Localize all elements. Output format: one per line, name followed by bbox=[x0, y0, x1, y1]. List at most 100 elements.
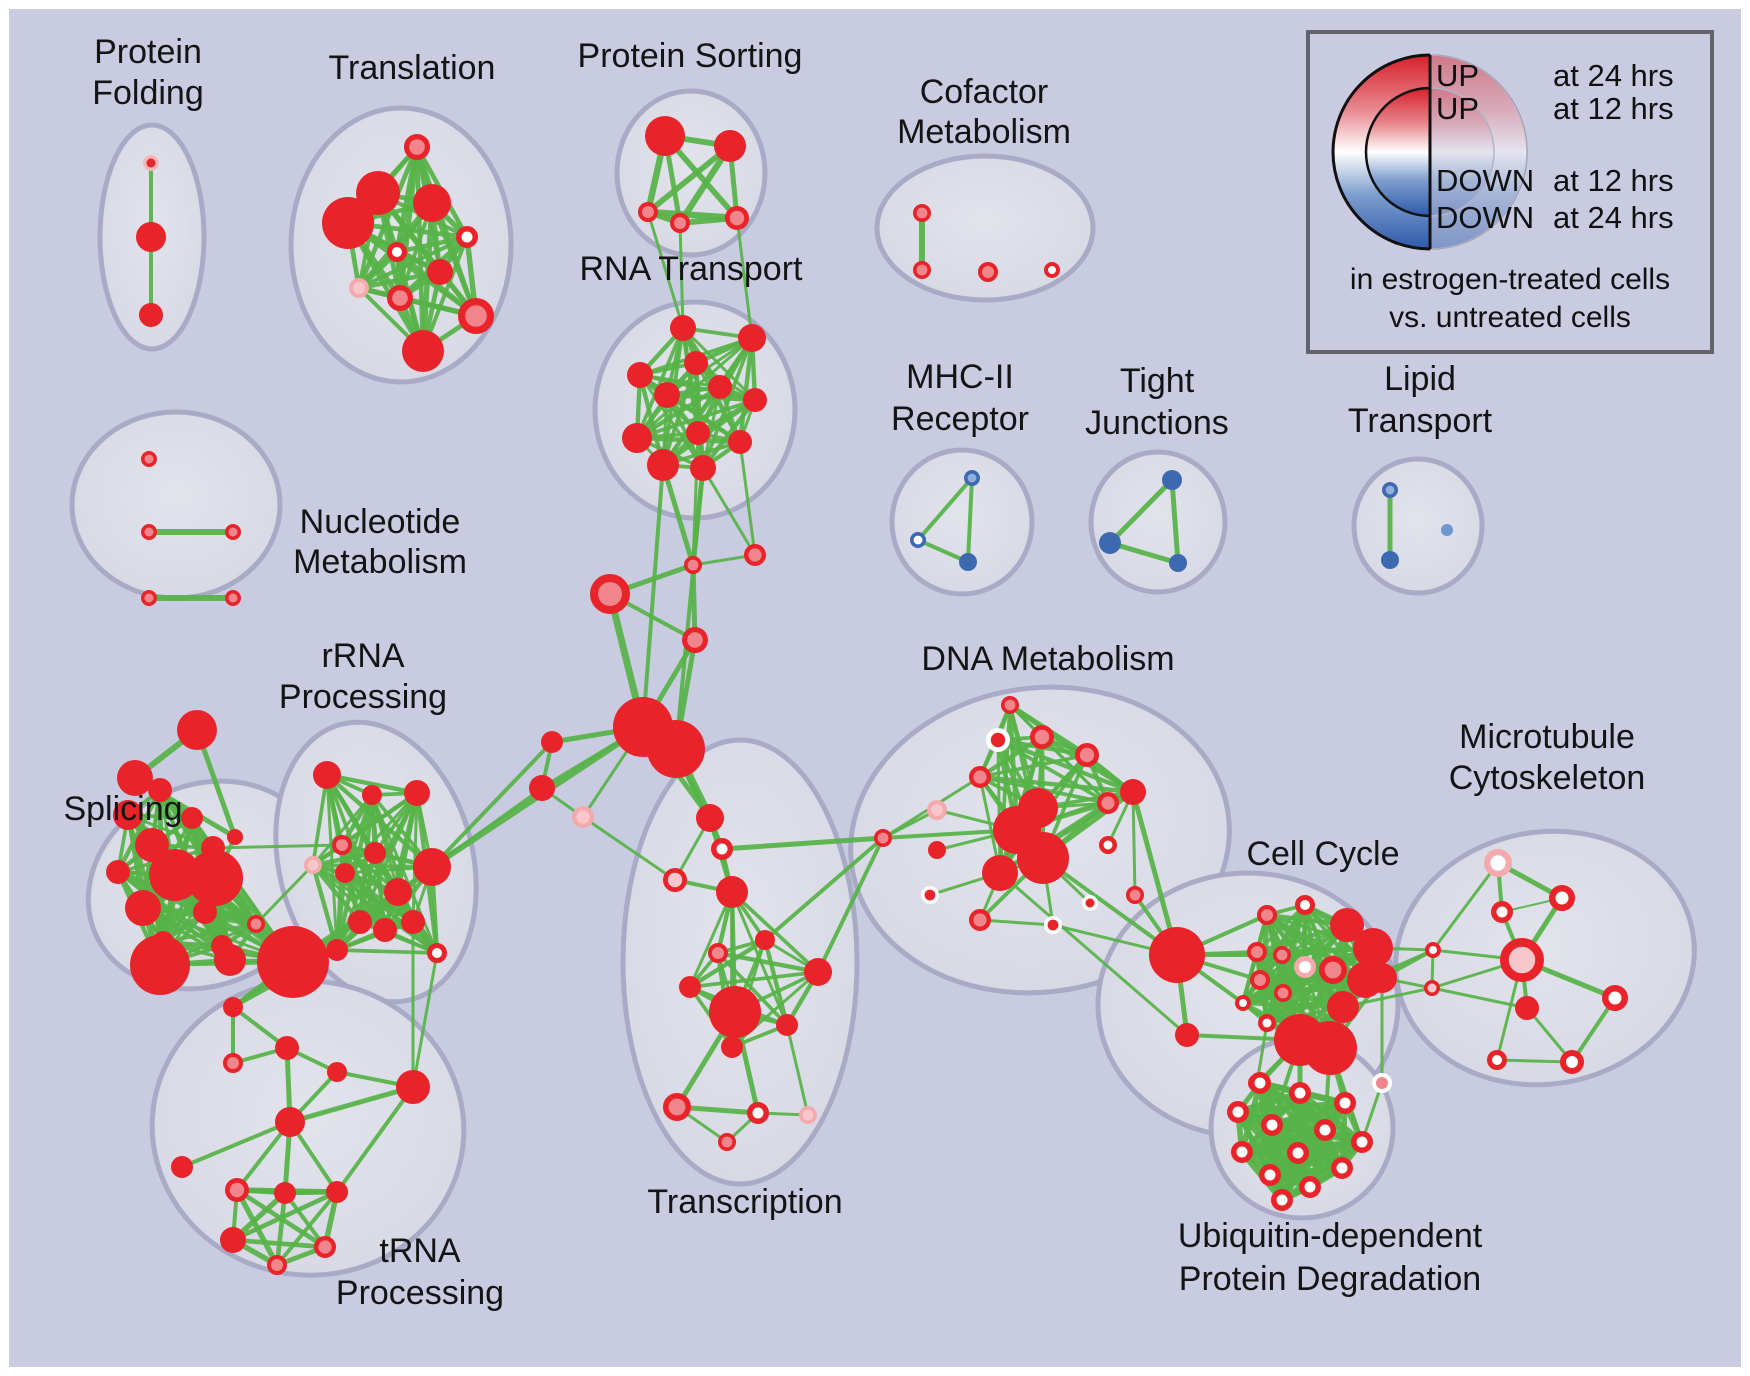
node-ps0 bbox=[645, 116, 685, 156]
node-mt0 bbox=[1484, 849, 1513, 878]
node-mt5 bbox=[1425, 942, 1441, 958]
node-f1 bbox=[683, 555, 702, 574]
node-tx11 bbox=[662, 1093, 691, 1122]
node-dm11 bbox=[920, 885, 939, 904]
node-rt2 bbox=[627, 362, 653, 388]
node-tl7 bbox=[349, 278, 369, 298]
node-ta1 bbox=[117, 760, 153, 796]
node-tx5 bbox=[708, 943, 728, 963]
cluster-label-microtubule-cytoskeleton-line0: Microtubule bbox=[1459, 718, 1635, 756]
node-ub1 bbox=[1289, 1082, 1311, 1104]
cluster-label-tight-junctions-line1: Junctions bbox=[1085, 404, 1229, 442]
node-tl5 bbox=[387, 242, 407, 262]
node-rt7 bbox=[622, 423, 652, 453]
node-tn3 bbox=[327, 1062, 347, 1082]
cluster-label-trna-processing-line0: tRNA bbox=[379, 1232, 461, 1270]
node-mt4 bbox=[1602, 985, 1628, 1011]
node-nm0 bbox=[141, 451, 157, 467]
node-tx8 bbox=[709, 986, 761, 1038]
node-ub0 bbox=[1249, 1072, 1271, 1094]
cluster-label-translation-line0: Translation bbox=[329, 49, 496, 87]
node-mh0 bbox=[963, 469, 980, 486]
legend-inner-arc bbox=[1364, 86, 1431, 218]
cluster-cofactor-metabolism-ellipse bbox=[874, 153, 1096, 303]
node-rr9 bbox=[348, 910, 372, 934]
cluster-label-rrna-processing-line1: Processing bbox=[279, 678, 447, 716]
node-tl1 bbox=[356, 171, 400, 215]
node-tn6 bbox=[171, 1156, 193, 1178]
node-ub11 bbox=[1299, 1176, 1321, 1198]
node-ps3 bbox=[670, 213, 690, 233]
node-lp0 bbox=[1382, 481, 1399, 498]
node-nm4 bbox=[225, 590, 241, 606]
legend-up-12-time: at 12 hrs bbox=[1553, 91, 1674, 126]
node-ps4 bbox=[725, 205, 750, 230]
node-rt0 bbox=[670, 315, 696, 341]
node-tl8 bbox=[387, 285, 414, 312]
legend-up-24-label: UP bbox=[1436, 58, 1479, 93]
cluster-label-trna-processing-line1: Processing bbox=[336, 1274, 504, 1312]
cluster-label-cofactor-metabolism-line1: Metabolism bbox=[897, 113, 1071, 151]
node-f4 bbox=[541, 731, 563, 753]
node-rt3 bbox=[684, 351, 708, 375]
cluster-label-dna-metabolism-line0: DNA Metabolism bbox=[921, 640, 1174, 678]
node-ub12 bbox=[1271, 1189, 1293, 1211]
legend-faded-half bbox=[1430, 55, 1527, 249]
node-tn0 bbox=[223, 997, 243, 1017]
node-sp10 bbox=[247, 914, 266, 933]
node-lp1 bbox=[1381, 551, 1399, 569]
node-tx2 bbox=[663, 868, 688, 893]
node-rr11 bbox=[401, 910, 425, 934]
node-cc20 bbox=[1372, 1073, 1392, 1093]
cluster-label-ubiquitin-degradation-line1: Protein Degradation bbox=[1179, 1260, 1481, 1298]
legend-outer-arc bbox=[1331, 53, 1431, 251]
node-tn8 bbox=[274, 1182, 296, 1204]
cluster-label-lipid-transport-line0: Lipid bbox=[1384, 360, 1456, 398]
node-sp8 bbox=[125, 890, 161, 926]
node-tx0 bbox=[696, 804, 724, 832]
node-ub10 bbox=[1259, 1164, 1281, 1186]
node-nm1 bbox=[141, 524, 157, 540]
node-f6 bbox=[572, 806, 595, 829]
node-mt8 bbox=[1487, 1050, 1507, 1070]
node-rt1 bbox=[738, 324, 766, 352]
node-tx14 bbox=[717, 1133, 736, 1152]
node-fp bbox=[590, 574, 630, 614]
node-sp9 bbox=[193, 900, 217, 924]
node-sp0 bbox=[148, 778, 172, 802]
node-dm10 bbox=[928, 841, 946, 859]
node-sp15 bbox=[214, 944, 246, 976]
node-rt5 bbox=[708, 375, 732, 399]
node-pf2 bbox=[139, 303, 163, 327]
node-cf1 bbox=[912, 260, 931, 279]
cluster-label-splicing-line0: Splicing bbox=[63, 790, 182, 828]
node-dm7 bbox=[1017, 832, 1069, 884]
node-mt1 bbox=[1549, 885, 1575, 911]
node-cc3 bbox=[1295, 895, 1315, 915]
legend-footer-line1: in estrogen-treated cells bbox=[1350, 263, 1670, 296]
node-cc5 bbox=[1353, 928, 1393, 968]
node-dm12 bbox=[969, 909, 992, 932]
legend-down-12-label: DOWN bbox=[1436, 163, 1534, 198]
node-tl9 bbox=[458, 298, 495, 335]
network-nodes-layer bbox=[106, 116, 1628, 1275]
cluster-label-ubiquitin-degradation-line0: Ubiquitin-dependent bbox=[1178, 1217, 1483, 1255]
node-tx13 bbox=[798, 1106, 817, 1125]
node-ps2 bbox=[638, 202, 658, 222]
node-dm4 bbox=[927, 800, 947, 820]
node-cc8 bbox=[1293, 955, 1316, 978]
node-dm18 bbox=[873, 828, 892, 847]
node-dm15 bbox=[1126, 885, 1145, 904]
cluster-label-mhc-ii-receptor-line1: Receptor bbox=[891, 400, 1029, 438]
node-ub5 bbox=[1314, 1119, 1336, 1141]
node-rr10 bbox=[373, 918, 397, 942]
node-tn5 bbox=[275, 1107, 305, 1137]
node-rr1 bbox=[362, 785, 382, 805]
node-cc7 bbox=[1273, 945, 1292, 964]
cluster-label-mhc-ii-receptor-line0: MHC-II bbox=[906, 358, 1014, 396]
node-tn7 bbox=[224, 1178, 249, 1203]
node-dm14 bbox=[1082, 895, 1098, 911]
